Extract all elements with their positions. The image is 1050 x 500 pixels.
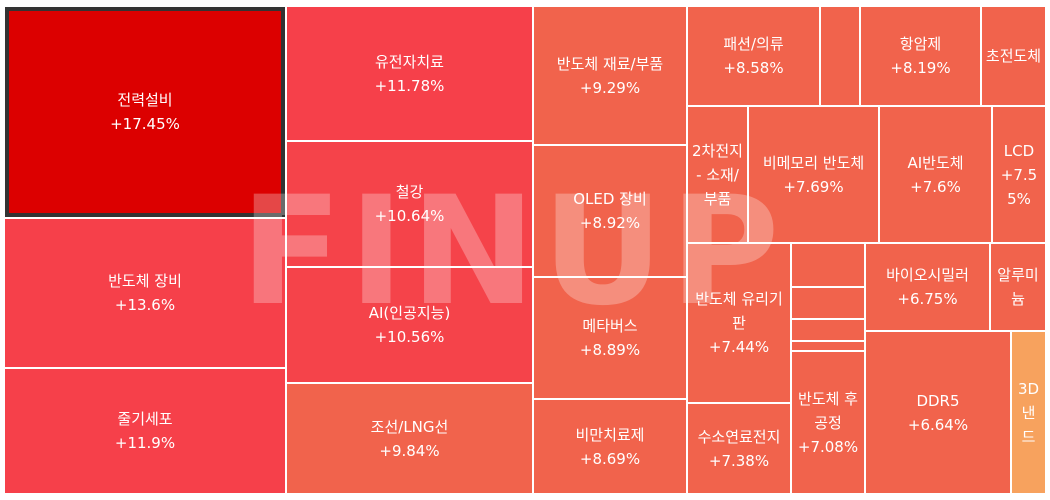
tile-value: +10.56% (374, 328, 445, 346)
tile[interactable]: 비만치료제 +8.69% (534, 400, 686, 493)
tile[interactable]: OLED 장비 +8.92% (534, 146, 686, 276)
tile-unlabeled (821, 7, 859, 105)
tile-name: 유전자치료 (374, 52, 444, 71)
tile[interactable]: 비메모리 반도체 +7.69% (749, 107, 878, 242)
tile-unlabeled (792, 244, 864, 286)
tile[interactable]: 2차전지 - 소재/부품 (688, 107, 747, 242)
tile-name: 반도체 유리기판 (695, 290, 783, 332)
tile[interactable]: 반도체 장비 +13.6% (5, 219, 285, 367)
tile-name: 반도체 재료/부품 (556, 54, 664, 73)
tile[interactable]: 바이오시밀러 +6.75% (866, 244, 989, 330)
tile-name: 패션/의류 (723, 35, 784, 53)
tile-name: 조선/LNG선 (370, 417, 449, 436)
tile[interactable]: AI(인공지능) +10.56% (287, 268, 532, 382)
tile-name: 알루미늄 (997, 266, 1039, 308)
tile[interactable]: 반도체 유리기판 +7.44% (688, 244, 790, 402)
tile[interactable]: 알루미늄 (991, 244, 1045, 330)
tile-name: DDR5 (916, 391, 960, 410)
tile[interactable]: 초전도체 (982, 7, 1045, 105)
tile[interactable]: 반도체 후공정 +7.08% (792, 352, 864, 493)
tile-value: +7.38% (708, 451, 770, 470)
tile-name: 초전도체 (985, 47, 1042, 65)
tile[interactable]: 패션/의류 +8.58% (688, 7, 819, 105)
tile[interactable]: DDR5 +6.64% (866, 332, 1010, 493)
tile-value: +7.6% (910, 177, 961, 196)
tile-value: +7.08% (797, 437, 859, 456)
tile[interactable]: LCD +7.55% (993, 107, 1045, 242)
tile-value: +17.45% (110, 115, 180, 133)
tile-name: 2차전지 - 소재/부품 (692, 141, 743, 208)
tile-name: AI반도체 (907, 153, 964, 172)
tile-unlabeled (792, 342, 864, 350)
tile-name: 메타버스 (582, 317, 638, 335)
tile-value: +7.69% (783, 177, 844, 196)
tile-name: 3D낸드 (1017, 379, 1040, 446)
tile-value: +8.92% (579, 214, 641, 232)
tile-value: +8.69% (579, 449, 641, 468)
tile-name: 전력설비 (117, 91, 173, 109)
tile[interactable]: 항암제 +8.19% (861, 7, 980, 105)
tile-name: 비메모리 반도체 (762, 153, 865, 172)
tile-value: +7.44% (708, 338, 770, 356)
tile-name: AI(인공지능) (368, 304, 451, 322)
tile-name: 줄기세포 (117, 410, 173, 428)
tile-value: +8.58% (723, 59, 784, 77)
tile-name: 반도체 장비 (108, 272, 182, 290)
tile-name: 반도체 후공정 (798, 389, 858, 432)
tile-name: 철강 (395, 183, 424, 201)
tile[interactable]: 반도체 재료/부품 +9.29% (534, 7, 686, 144)
tile-name: 수소연료전지 (697, 427, 781, 446)
tile[interactable]: 줄기세포 +11.9% (5, 369, 285, 493)
tile-value: +7.55% (1000, 165, 1038, 208)
tile-name: 비만치료제 (575, 425, 645, 444)
tile-value: +13.6% (114, 296, 176, 314)
tile-value: +6.75% (897, 290, 958, 308)
tile[interactable]: 전력설비 +17.45% (5, 7, 285, 217)
tile[interactable]: 3D낸드 (1012, 332, 1045, 493)
tile[interactable]: 메타버스 +8.89% (534, 278, 686, 398)
tile-name: LCD (1003, 141, 1035, 160)
tile-value: +10.64% (374, 207, 445, 225)
tile-value: +11.78% (374, 76, 445, 95)
tile-value: +11.9% (114, 434, 176, 452)
tile-value: +8.89% (579, 341, 641, 359)
tile[interactable]: 유전자치료 +11.78% (287, 7, 532, 140)
tile-name: 항암제 (899, 35, 942, 53)
tile-value: +9.29% (579, 78, 641, 97)
tile-value: +6.64% (907, 415, 969, 434)
tile-unlabeled (792, 288, 864, 318)
tile-value: +8.19% (890, 59, 951, 77)
tile[interactable]: 철강 +10.64% (287, 142, 532, 266)
tile-value: +9.84% (379, 441, 440, 460)
tile-name: 바이오시밀러 (886, 266, 969, 284)
tile[interactable]: 수소연료전지 +7.38% (688, 404, 790, 493)
tile-name: OLED 장비 (573, 190, 647, 208)
tile[interactable]: 조선/LNG선 +9.84% (287, 384, 532, 493)
tile[interactable]: AI반도체 +7.6% (880, 107, 991, 242)
tile-unlabeled (792, 320, 864, 340)
